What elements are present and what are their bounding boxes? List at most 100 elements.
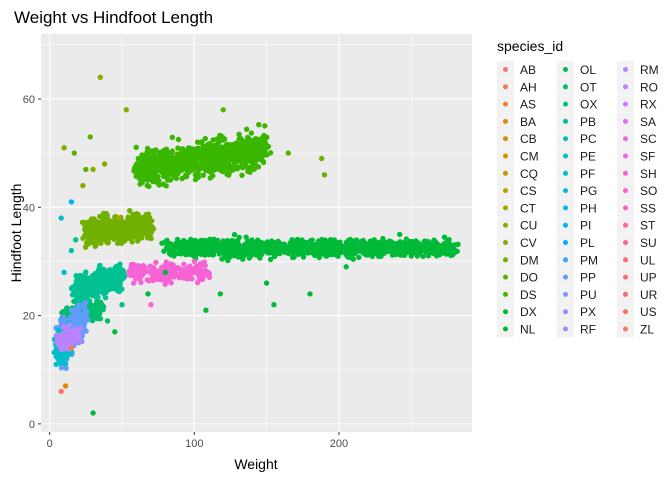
point-dm (111, 227, 117, 234)
point-outlier (90, 166, 96, 173)
y-axis: 0 20 40 60 (23, 94, 41, 431)
legend-label-pi: PI (580, 219, 591, 233)
point-ds (210, 137, 216, 143)
point-ds (234, 158, 240, 164)
point-outlier (104, 318, 111, 324)
point-nl (258, 248, 264, 254)
point-ds (179, 175, 185, 182)
legend-swatch (623, 101, 628, 107)
point-sh (202, 262, 208, 269)
point-dm (118, 227, 125, 233)
point-ds (163, 183, 169, 189)
point-ds (186, 167, 193, 174)
y-tick-label: 60 (23, 94, 35, 106)
legend-label-ds: DS (520, 288, 537, 302)
point-ds (202, 150, 208, 157)
point-ds (192, 150, 198, 156)
point-ds (171, 156, 177, 162)
point-ds (255, 164, 262, 170)
point-outlier (321, 172, 328, 178)
point-pp (72, 309, 78, 315)
point-ds (156, 151, 163, 157)
point-ds (259, 152, 266, 158)
point-ds (206, 146, 212, 152)
legend-swatch (563, 326, 568, 332)
point-nl (383, 242, 390, 248)
legend-swatch (623, 291, 628, 297)
point-outlier (116, 215, 122, 221)
point-nl (164, 237, 170, 244)
point-ds (144, 182, 150, 189)
point-pb (90, 279, 97, 285)
point-rm (76, 332, 83, 338)
legend-label-ot: OT (580, 80, 597, 94)
point-ds (139, 152, 145, 158)
point-nl (327, 244, 334, 250)
point-ds (153, 161, 159, 167)
point-sh (146, 278, 152, 284)
legend-swatch (563, 101, 568, 107)
point-dm (147, 224, 153, 231)
point-ds (182, 166, 188, 172)
point-nl (394, 245, 401, 251)
point-outlier (123, 107, 129, 113)
point-nl (443, 251, 449, 257)
legend-swatch (623, 153, 628, 159)
point-ds (193, 146, 199, 152)
point-pb (86, 280, 92, 286)
legend-swatch (563, 188, 568, 194)
point-ds (135, 155, 141, 162)
point-ds (144, 151, 150, 158)
point-nl (300, 239, 307, 245)
point-sh (206, 270, 212, 276)
point-nl (349, 241, 355, 248)
legend-swatch (623, 188, 628, 194)
point-sh (153, 275, 160, 281)
legend-title: species_id (497, 38, 563, 54)
legend-label-so: SO (640, 184, 657, 198)
point-sh (195, 263, 202, 269)
point-sh (138, 279, 144, 286)
point-nl (324, 253, 330, 259)
point-ds (207, 168, 213, 174)
point-nl (334, 243, 341, 250)
point-outlier (307, 291, 313, 297)
point-nl (261, 241, 268, 247)
point-sh (135, 263, 142, 269)
point-dm (107, 232, 113, 238)
point-nl (217, 247, 223, 253)
y-tick-label: 40 (23, 202, 35, 214)
point-ds (202, 135, 208, 142)
point-nl (352, 250, 358, 256)
point-pb (108, 270, 114, 276)
point-nl (414, 249, 420, 255)
legend-label-dm: DM (520, 253, 539, 267)
legend-label-pf: PF (580, 167, 595, 181)
point-ds (175, 136, 182, 143)
point-ds (235, 164, 241, 170)
point-outlier (73, 237, 79, 243)
point-nl (431, 244, 437, 250)
point-ds (252, 156, 258, 163)
point-ds (243, 146, 249, 152)
point-pp (78, 316, 84, 322)
legend-swatch (503, 240, 508, 245)
point-nl (421, 242, 428, 248)
point-ds (164, 158, 170, 165)
point-nl (397, 252, 404, 258)
point-nl (177, 243, 183, 249)
point-ds (248, 151, 255, 157)
point-dm (125, 214, 131, 220)
legend-swatch (503, 84, 508, 90)
point-ds (152, 148, 159, 154)
legend-label-su: SU (640, 236, 657, 250)
point-pb (120, 267, 126, 274)
point-nl (345, 254, 351, 260)
point-ds (186, 150, 192, 156)
point-ds (203, 167, 209, 174)
point-ds (175, 145, 181, 151)
point-outlier (148, 302, 154, 308)
point-nl (277, 250, 283, 257)
legend-label-ro: RO (640, 80, 658, 94)
point-pp (85, 317, 91, 323)
